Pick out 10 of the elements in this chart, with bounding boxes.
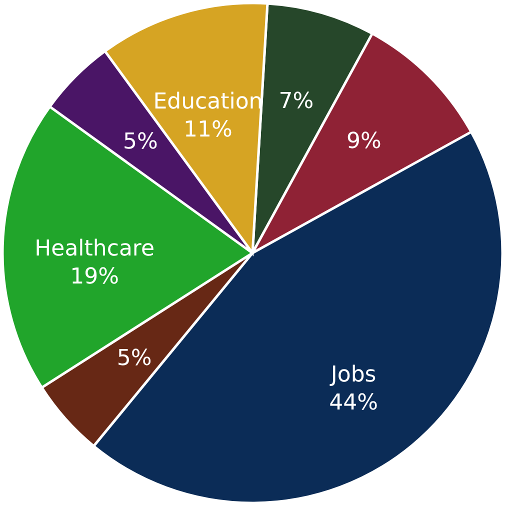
- data-label: 44%: [329, 390, 378, 416]
- slice-label: Education: [153, 89, 263, 114]
- slice-label: Healthcare: [34, 236, 155, 262]
- data-label: 19%: [70, 264, 120, 290]
- data-label: 7%: [278, 89, 314, 114]
- slice-label: Jobs: [328, 362, 376, 388]
- data-label: 5%: [123, 130, 158, 155]
- data-label: 9%: [346, 128, 382, 154]
- data-label: 5%: [116, 346, 152, 371]
- data-label: 11%: [184, 117, 232, 142]
